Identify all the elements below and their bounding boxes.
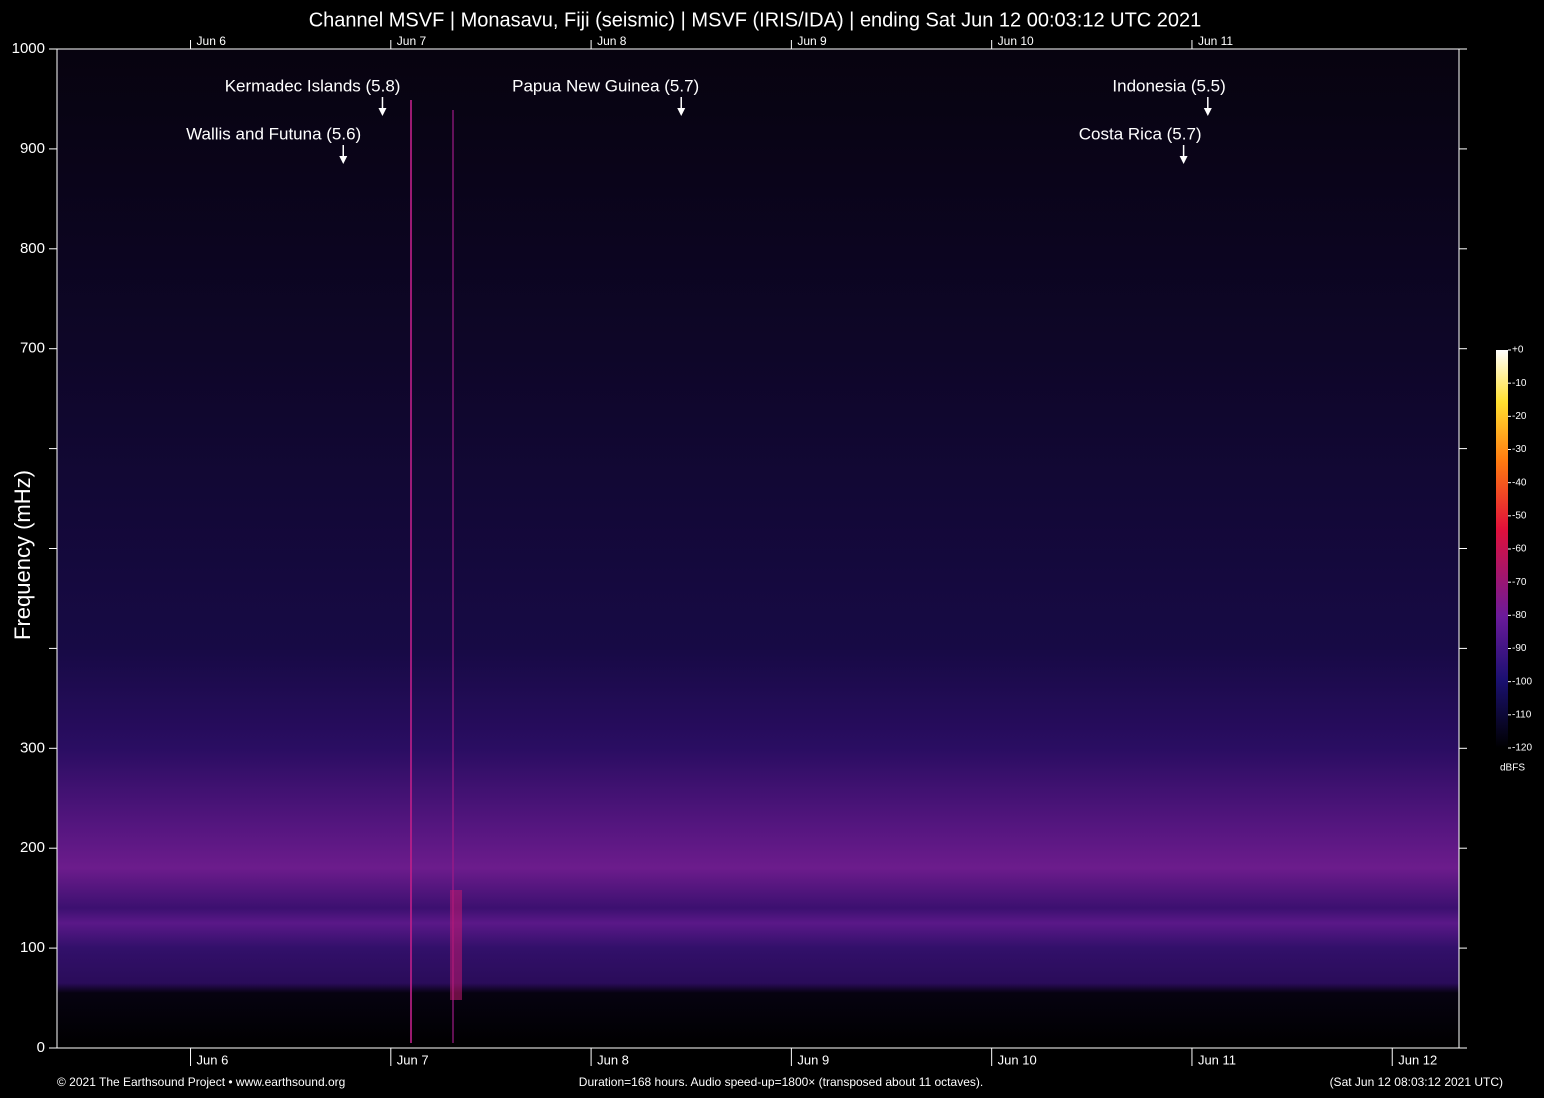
colorbar-tick-label: -40 (1512, 477, 1527, 488)
colorbar-tick-label: -120 (1512, 743, 1532, 754)
y-tick-label: 700 (20, 340, 45, 357)
y-tick-label: 100 (20, 939, 45, 956)
x-tick-label: Jun 9 (797, 1052, 829, 1067)
footer-left: © 2021 The Earthsound Project • www.eart… (57, 1075, 345, 1089)
x-tick-label: Jun 7 (397, 1052, 429, 1067)
annotation-arrowhead (1179, 156, 1188, 164)
event-streak (450, 890, 462, 1000)
colorbar-tick-label: +0 (1512, 345, 1524, 356)
x-tick-label-top: Jun 7 (397, 34, 427, 48)
annotation-arrowhead (339, 156, 348, 164)
colorbar-tick-label: -90 (1512, 643, 1527, 654)
y-tick-label: 0 (37, 1039, 45, 1056)
y-tick-label: 300 (20, 739, 45, 756)
colorbar-tick-label: -110 (1512, 709, 1532, 720)
footer-right: (Sat Jun 12 08:03:12 2021 UTC) (1330, 1075, 1503, 1089)
x-tick-label: Jun 10 (998, 1052, 1037, 1067)
colorbar-tick-label: -20 (1512, 411, 1527, 422)
x-tick-label-top: Jun 6 (197, 34, 227, 48)
annotation-label: Papua New Guinea (5.7) (512, 76, 699, 95)
colorbar-tick-label: -10 (1512, 378, 1527, 389)
spectrogram (57, 49, 1459, 1048)
colorbar-tick-label: -60 (1512, 544, 1527, 555)
annotation-arrowhead (677, 108, 686, 116)
chart-title: Channel MSVF | Monasavu, Fiji (seismic) … (309, 9, 1202, 31)
colorbar-tick-label: -100 (1512, 676, 1532, 687)
annotation-label: Kermadec Islands (5.8) (225, 76, 401, 95)
x-tick-label-top: Jun 10 (998, 34, 1034, 48)
annotation-label: Costa Rica (5.7) (1079, 124, 1202, 143)
annotation-arrowhead (1203, 108, 1212, 116)
x-tick-label-top: Jun 8 (597, 34, 627, 48)
annotation-arrowhead (378, 108, 387, 116)
x-tick-label-top: Jun 11 (1198, 34, 1233, 48)
y-axis-label: Frequency (mHz) (10, 470, 35, 640)
y-tick-label: 200 (20, 839, 45, 856)
y-tick-label: 900 (20, 140, 45, 157)
colorbar-tick-label: -30 (1512, 444, 1527, 455)
colorbar-label: dBFS (1500, 763, 1525, 774)
colorbar (1496, 350, 1508, 748)
footer-center: Duration=168 hours. Audio speed-up=1800×… (579, 1075, 983, 1089)
y-tick-label: 1000 (12, 40, 45, 57)
x-tick-label: Jun 11 (1198, 1052, 1236, 1067)
x-tick-label: Jun 6 (197, 1052, 229, 1067)
colorbar-tick-label: -50 (1512, 510, 1527, 521)
annotation-label: Wallis and Futuna (5.6) (186, 124, 361, 143)
x-tick-label: Jun 12 (1398, 1052, 1437, 1067)
annotation-label: Indonesia (5.5) (1112, 76, 1225, 95)
x-tick-label: Jun 8 (597, 1052, 629, 1067)
colorbar-tick-label: -70 (1512, 577, 1527, 588)
colorbar-tick-label: -80 (1512, 610, 1527, 621)
x-tick-label-top: Jun 9 (797, 34, 827, 48)
y-tick-label: 800 (20, 240, 45, 257)
